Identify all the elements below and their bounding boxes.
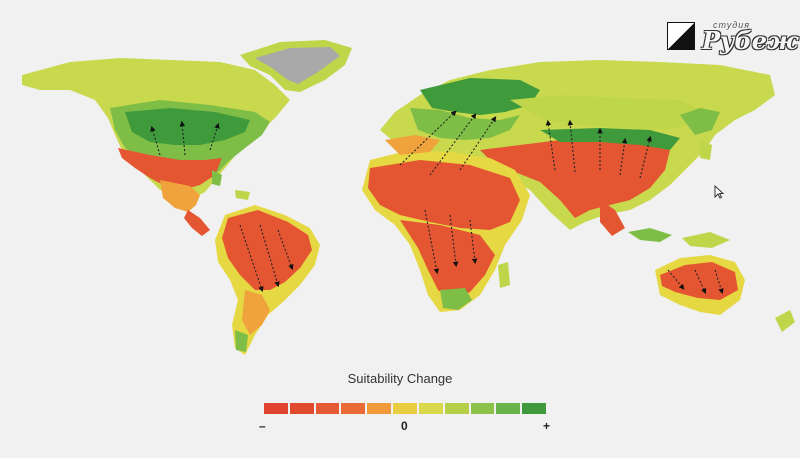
eurasia [380, 60, 775, 236]
legend-swatch-5 [393, 403, 417, 414]
legend-swatch-9 [496, 403, 521, 414]
legend-min-label: – [259, 419, 266, 433]
world-map [22, 40, 795, 355]
legend-swatch-4 [367, 403, 392, 414]
legend-swatch-0 [264, 403, 288, 414]
legend-color-scale [264, 403, 546, 414]
logo-small-text: студия [713, 20, 751, 30]
mouse-cursor-icon [714, 185, 724, 199]
legend-swatch-7 [444, 403, 469, 414]
legend-swatch-8 [470, 403, 495, 414]
legend-swatch-6 [418, 403, 443, 414]
africa [362, 135, 530, 312]
legend-max-label: + [543, 419, 551, 433]
legend-swatch-3 [341, 403, 366, 414]
legend-swatch-1 [289, 403, 314, 414]
legend-swatch-2 [315, 403, 340, 414]
south-america [215, 205, 320, 355]
oceania [628, 228, 795, 332]
shift-arrows [150, 110, 724, 295]
legend-swatch-10 [522, 403, 546, 414]
logo-mark-icon [667, 22, 695, 50]
logo-large-text: Рубеж [702, 26, 799, 55]
greenland [240, 40, 352, 92]
legend-title: Suitability Change [347, 371, 453, 386]
legend-mid-label: 0 [401, 419, 408, 433]
studio-logo: студия Рубеж [667, 20, 798, 55]
north-america [22, 58, 290, 236]
